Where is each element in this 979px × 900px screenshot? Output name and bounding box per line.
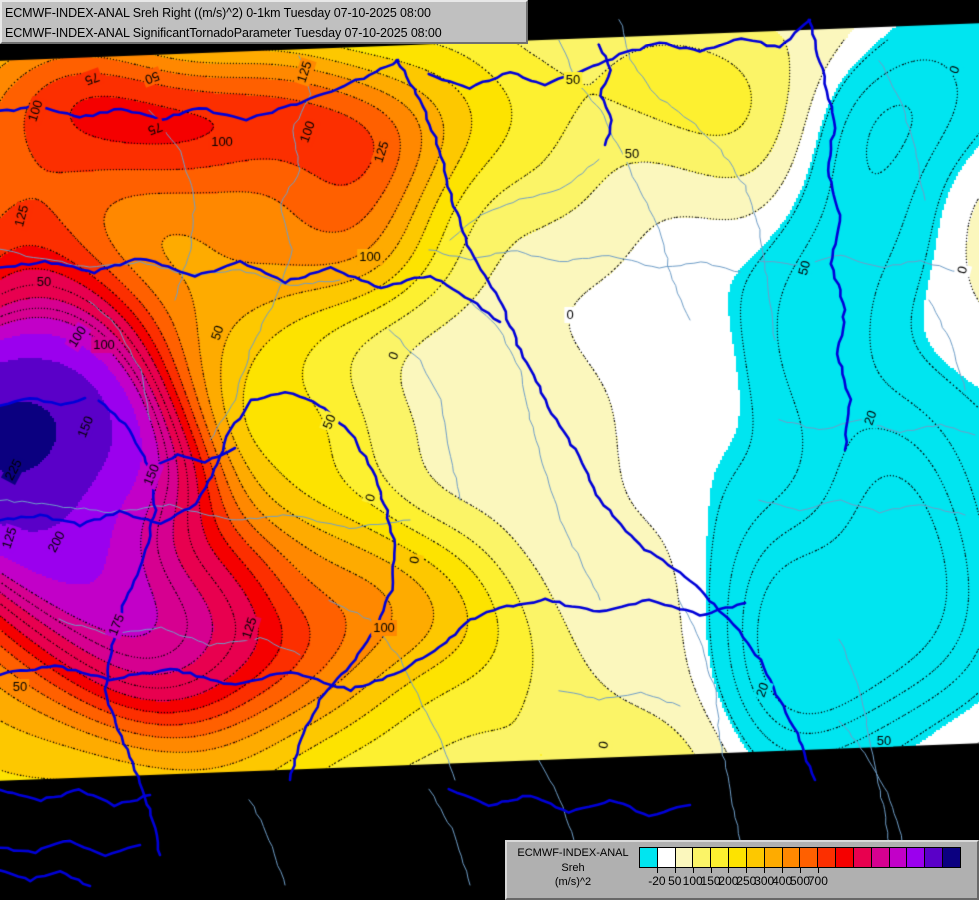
- legend-swatch-14: [889, 848, 908, 867]
- legend-label-8: 500: [789, 874, 811, 888]
- legend-tick-0: [656, 868, 658, 873]
- legend-swatch-9: [800, 848, 819, 867]
- legend-box: ECMWF-INDEX-ANAL Sreh (m/s)^2 -20 50 100 15…: [505, 840, 979, 900]
- legend-label-6: 300: [754, 874, 775, 888]
- legend-tick-4: [728, 868, 730, 873]
- legend-tick-marks: [639, 868, 961, 874]
- legend-tick-6: [764, 868, 766, 873]
- legend-tick-3: [710, 868, 712, 873]
- legend-swatch-12: [853, 848, 872, 867]
- legend-label-2: 100: [682, 874, 703, 888]
- legend-swatch-17: [943, 848, 960, 867]
- legend-tick-2: [692, 868, 694, 873]
- legend-label-4: 200: [718, 874, 739, 888]
- legend-swatch-8: [782, 848, 801, 867]
- legend-swatch-4: [711, 848, 730, 867]
- legend-swatch-16: [925, 848, 944, 867]
- legend-label-1: 50: [668, 874, 682, 888]
- legend-swatch-13: [871, 848, 890, 867]
- legend-swatch-3: [693, 848, 712, 867]
- legend-swatch-5: [729, 848, 747, 867]
- legend-title-line-1: ECMWF-INDEX-ANAL: [517, 847, 629, 859]
- legend-tick-5: [746, 868, 748, 873]
- legend-swatch-10: [818, 848, 837, 867]
- legend-title: ECMWF-INDEX-ANAL Sreh (m/s)^2: [507, 842, 639, 890]
- header-line-2: ECMWF-INDEX-ANAL SignificantTornadoParam…: [5, 26, 442, 40]
- legend-swatch-0: [640, 848, 658, 867]
- legend-label-7: 400: [772, 874, 793, 888]
- legend-swatch-6: [746, 848, 765, 867]
- legend-tick-1: [674, 868, 676, 873]
- legend-swatch-7: [764, 848, 783, 867]
- legend-swatch-11: [836, 848, 854, 867]
- legend-tick-labels: -20 50 100 150 200 250 300 400 500 700: [639, 874, 961, 890]
- legend-swatch-2: [675, 848, 694, 867]
- legend-swatch-15: [907, 848, 926, 867]
- legend-title-line-3: (m/s)^2: [554, 876, 592, 888]
- legend-tick-9: [817, 868, 819, 873]
- legend-label-9: 700: [807, 874, 828, 888]
- header-line-1: ECMWF-INDEX-ANAL Sreh Right ((m/s)^2) 0-…: [5, 6, 431, 20]
- legend-tick-8: [800, 868, 801, 873]
- legend-tick-7: [782, 868, 784, 873]
- legend-scale: -20 50 100 150 200 250 300 400 500 700: [639, 842, 977, 890]
- legend-color-swatches: [639, 847, 961, 868]
- legend-swatch-1: [657, 848, 676, 867]
- legend-title-line-2: Sreh: [561, 861, 585, 874]
- legend-label-3: 150: [700, 874, 721, 888]
- legend-label-5: 250: [736, 874, 757, 888]
- header-caption-box: ECMWF-INDEX-ANAL Sreh Right ((m/s)^2) 0-…: [0, 0, 528, 44]
- legend-label-0: -20: [648, 874, 666, 888]
